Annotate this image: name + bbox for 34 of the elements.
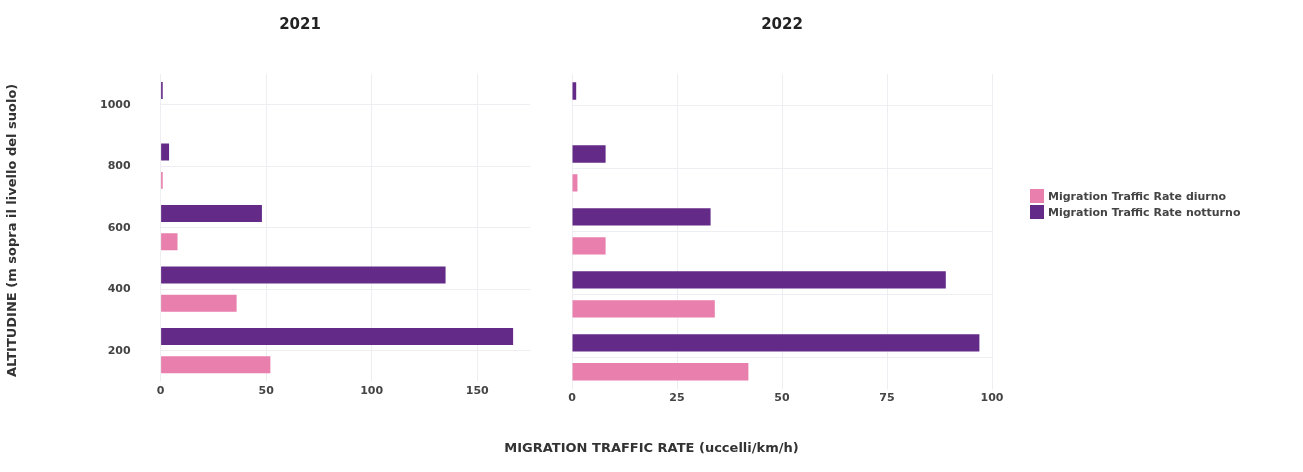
y-tick-label: 600 [107, 220, 131, 234]
bar [161, 328, 514, 345]
x-tick-label: 0 [156, 383, 165, 397]
bar [161, 294, 237, 312]
bar [161, 233, 178, 251]
x-tick-label: 150 [465, 383, 490, 397]
legend-label: Migration Traffic Rate diurno [1048, 189, 1227, 203]
y-tick-label: 1000 [99, 97, 131, 111]
bar [161, 205, 262, 223]
bar [572, 363, 749, 381]
legend-label: Migration Traffic Rate notturno [1048, 205, 1241, 219]
x-tick-label: 100 [360, 383, 384, 397]
x-tick-label: 50 [774, 391, 790, 405]
x-tick-label: 25 [669, 391, 685, 405]
y-tick-label: 400 [107, 282, 131, 296]
chart-title: 2022 [761, 14, 803, 33]
y-tick-label: 200 [107, 343, 131, 357]
bar [572, 334, 980, 352]
bar [572, 237, 606, 255]
bar [572, 208, 711, 226]
bar [572, 145, 606, 163]
bar [161, 356, 271, 374]
x-tick-label: 0 [568, 391, 577, 405]
x-tick-label: 100 [980, 391, 1004, 405]
bar [572, 271, 946, 289]
y-tick-label: 800 [107, 159, 131, 173]
bar [161, 266, 446, 284]
x-axis-title: MIGRATION TRAFFIC RATE (uccelli/km/h) [503, 440, 800, 455]
bar [161, 143, 170, 161]
y-axis-title: ALTITUDINE (m sopra il livello del suolo) [4, 82, 20, 379]
x-tick-label: 50 [258, 383, 275, 397]
chart-title: 2021 [279, 14, 321, 33]
x-tick-label: 75 [879, 391, 895, 405]
bar [572, 300, 715, 318]
